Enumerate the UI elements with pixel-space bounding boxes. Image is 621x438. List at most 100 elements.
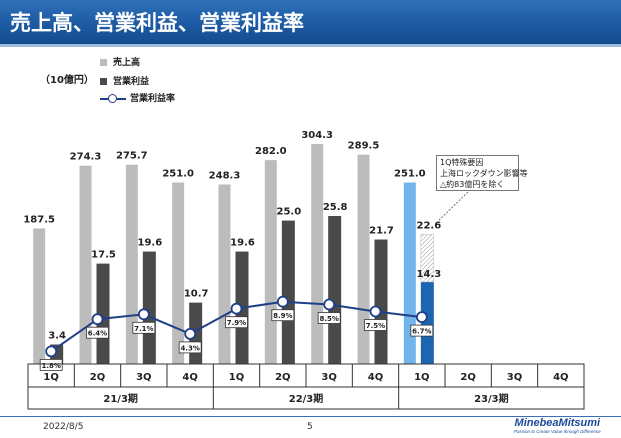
bar-op	[374, 239, 388, 364]
margin-label: 6.7%	[412, 328, 431, 336]
label-sales: 251.0	[162, 169, 194, 180]
margin-label: 8.5%	[319, 315, 338, 323]
legend-swatch-op	[100, 78, 107, 85]
margin-marker	[323, 298, 336, 311]
footer-date: 2022/8/5	[43, 422, 84, 432]
label-sales: 304.3	[301, 130, 333, 141]
quarter-label: 3Q	[136, 372, 151, 383]
bar-sales	[218, 184, 231, 364]
page-number: 5	[307, 422, 313, 432]
quarter-label: 1Q	[414, 372, 429, 383]
quarter-label: 1Q	[229, 372, 244, 383]
special-factor-note: 1Q特殊要因 上海ロックダウン影響等 △約83億円を除く	[436, 155, 528, 191]
margin-label-box	[132, 321, 156, 334]
label-op: 14.3	[416, 269, 441, 280]
quarter-label: 1Q	[43, 372, 58, 383]
footer-rule	[0, 416, 621, 417]
margin-label: 4.3%	[180, 344, 199, 352]
quarter-label: 4Q	[182, 372, 197, 383]
bar-sales	[403, 182, 416, 364]
margin-label: 6.4%	[88, 330, 107, 338]
bar-op	[142, 251, 156, 364]
note-line-1: 1Q特殊要因	[440, 158, 484, 167]
margin-label: 8.9%	[273, 312, 292, 320]
margin-marker	[276, 295, 289, 308]
label-op: 19.6	[137, 238, 162, 249]
label-op: 25.8	[323, 202, 348, 213]
label-sales: 251.0	[394, 169, 426, 180]
logo-tagline: Passion to Create Value through Differen…	[514, 429, 601, 434]
logo-name: MinebeaMitsumi	[514, 417, 601, 429]
quarter-label: 2Q	[90, 372, 105, 383]
bar-op	[96, 263, 110, 364]
bar-op	[328, 216, 342, 364]
title-rule	[0, 44, 621, 47]
margin-label: 7.5%	[366, 322, 385, 330]
margin-label: 7.1%	[134, 325, 153, 333]
label-op-adjusted: 22.6	[416, 220, 441, 231]
margin-label-box	[271, 309, 295, 322]
label-op: 3.4	[48, 330, 66, 341]
bar-sales	[357, 154, 370, 364]
margin-label: 7.9%	[227, 319, 246, 327]
label-op: 25.0	[276, 207, 301, 218]
note-leader-line	[438, 191, 469, 221]
bar-sales	[311, 144, 324, 364]
margin-marker	[45, 345, 58, 358]
margin-label-box	[410, 324, 434, 337]
note-line-2: 上海ロックダウン影響等	[440, 169, 528, 178]
legend-item-op: 営業利益	[100, 74, 149, 88]
bar-sales	[79, 165, 92, 364]
margin-marker	[230, 302, 243, 315]
margin-label-box	[86, 326, 109, 339]
label-op: 21.7	[369, 226, 394, 237]
bar-op-special-factor	[420, 234, 435, 283]
quarter-label: 2Q	[460, 372, 475, 383]
margin-marker	[415, 311, 428, 324]
quarter-label: 3Q	[507, 372, 522, 383]
margin-label-box	[39, 358, 63, 371]
margin-marker	[91, 313, 104, 326]
label-sales: 289.5	[348, 141, 380, 152]
period-label: 21/3期	[103, 392, 138, 405]
label-sales: 274.3	[70, 152, 102, 163]
margin-label-box	[317, 312, 341, 324]
legend-line-marker-icon	[100, 94, 126, 103]
label-sales: 275.7	[116, 151, 148, 162]
margin-marker	[184, 327, 197, 340]
quarter-label: 3Q	[321, 372, 336, 383]
company-logo: MinebeaMitsumi Passion to Create Value t…	[514, 418, 601, 435]
legend-label-op: 営業利益	[113, 77, 150, 87]
bar-sales	[125, 164, 138, 364]
margin-marker	[369, 305, 382, 318]
bar-sales	[172, 182, 185, 364]
legend-item-sales: 売上高	[100, 55, 140, 69]
unit-label: （10億円）	[40, 75, 94, 86]
bar-sales	[264, 160, 277, 364]
period-label: 23/3期	[474, 392, 509, 405]
quarter-label: 4Q	[553, 372, 568, 383]
period-label: 22/3期	[289, 392, 324, 405]
quarter-label: 4Q	[368, 372, 383, 383]
label-op: 10.7	[184, 289, 209, 300]
page-title: 売上高、営業利益、営業利益率	[10, 11, 304, 35]
title-bar: 売上高、営業利益、営業利益率	[0, 0, 621, 44]
bar-op	[420, 281, 434, 364]
margin-marker	[137, 308, 150, 321]
label-op: 19.6	[230, 238, 255, 249]
label-sales: 282.0	[255, 146, 287, 157]
label-sales: 187.5	[23, 214, 55, 225]
label-sales: 248.3	[209, 170, 241, 181]
legend-label-margin: 営業利益率	[130, 94, 176, 104]
bar-sales	[33, 228, 46, 364]
legend-item-margin: 営業利益率	[100, 91, 175, 105]
margin-label-box	[178, 341, 202, 354]
bar-op	[281, 220, 295, 364]
margin-label-box	[225, 316, 248, 329]
label-op: 17.5	[91, 250, 116, 261]
margin-label-box	[364, 319, 387, 331]
margin-label: 1.8%	[41, 362, 60, 370]
legend-label-sales: 売上高	[113, 58, 141, 68]
note-line-3: △約83億円を除く	[440, 180, 505, 189]
